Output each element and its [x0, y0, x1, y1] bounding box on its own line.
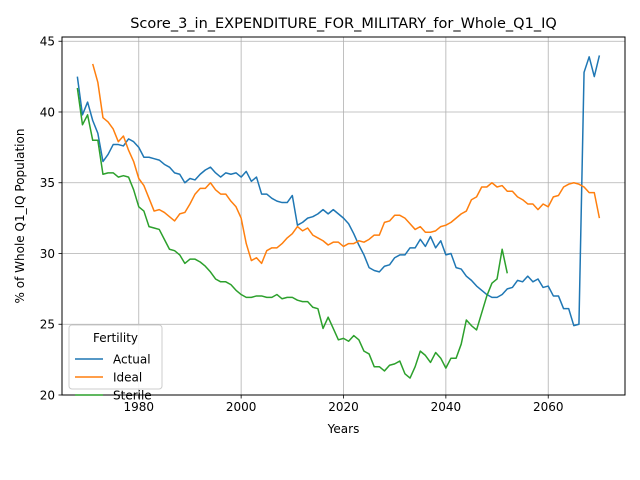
- x-axis-ticks: 1980 2000 2020 2040 2060: [123, 395, 564, 414]
- y-axis-ticks: 20 25 30 35 40 45: [40, 35, 62, 402]
- legend-label-ideal: Ideal: [113, 370, 142, 384]
- series-line-sterile: [76, 87, 509, 379]
- y-tick-label: 30: [40, 247, 55, 261]
- y-tick-label: 40: [40, 105, 55, 119]
- legend-label-sterile: Sterile: [113, 388, 152, 402]
- legend-entries: Actual Ideal Sterile: [75, 352, 152, 402]
- x-tick-label: 2020: [328, 400, 359, 414]
- y-tick-label: 20: [40, 388, 55, 402]
- x-tick-label: 1980: [123, 400, 154, 414]
- grid-lines: [62, 37, 625, 396]
- x-tick-label: 2000: [226, 400, 257, 414]
- legend: Fertility Actual Ideal Sterile: [68, 324, 163, 402]
- series-lines: [76, 55, 601, 379]
- y-axis-label: % of Whole Q1_IQ Population: [13, 129, 27, 304]
- x-tick-label: 2060: [533, 400, 564, 414]
- legend-title: Fertility: [93, 331, 138, 345]
- series-line-ideal: [91, 63, 601, 265]
- y-tick-label: 35: [40, 176, 55, 190]
- legend-label-actual: Actual: [113, 352, 151, 366]
- series-line-actual: [76, 55, 601, 327]
- chart-title: Score_3_in_EXPENDITURE_FOR_MILITARY_for_…: [130, 16, 557, 32]
- y-tick-label: 45: [40, 35, 55, 49]
- x-tick-label: 2040: [431, 400, 462, 414]
- x-axis-label: Years: [327, 422, 360, 436]
- y-tick-label: 25: [40, 318, 55, 332]
- legend-box: [68, 324, 163, 390]
